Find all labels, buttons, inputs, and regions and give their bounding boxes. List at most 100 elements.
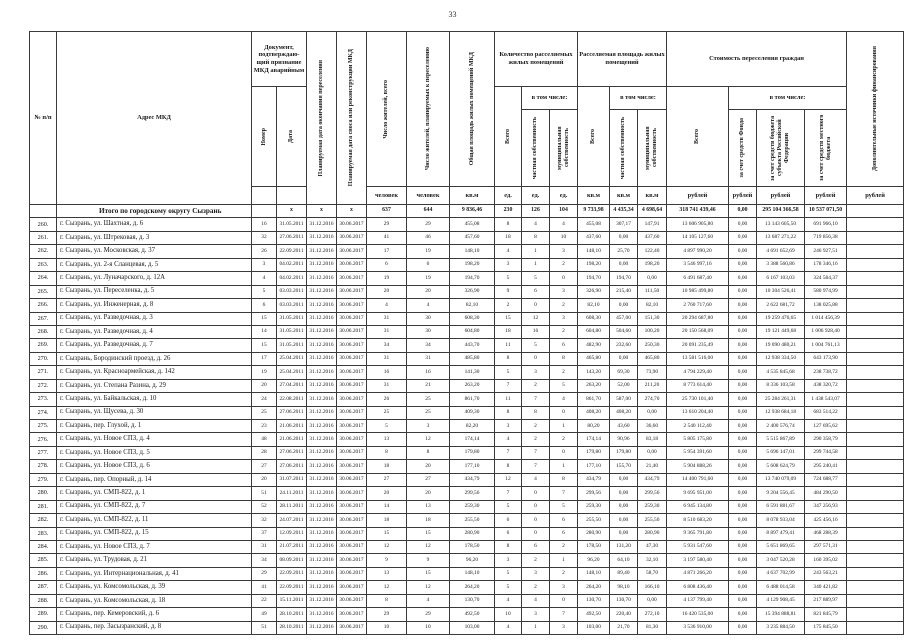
- cell-residents: 6: [366, 257, 407, 273]
- cell-area-total: 194,70: [577, 271, 610, 286]
- cell-num: 263.: [29, 257, 57, 273]
- cell-cost-subject: 6 167 103,03: [756, 271, 806, 286]
- cell-residents: 25: [366, 405, 407, 421]
- cell-units-municipal: 6: [549, 526, 578, 541]
- table-row: 289. г. Сызрань, пер. Кемеровский, д. 6 49…: [29, 607, 905, 622]
- cell-cost-subject: 9 204 556,45: [756, 486, 806, 501]
- cell-resettle-date: 31.12.2016: [306, 244, 337, 259]
- cell-resettle-date: 31.12.2016: [306, 217, 337, 232]
- cell-num: 283.: [29, 526, 57, 541]
- cell-cost-total: 3 546 997,16: [666, 257, 730, 273]
- cell-units-total: 5: [494, 566, 522, 582]
- cell-residents-planned: 12: [406, 580, 450, 595]
- cell-residents-planned: 29: [406, 217, 450, 232]
- cell-total-area: 82,20: [449, 418, 495, 434]
- cell-num: [29, 203, 57, 219]
- cell-address: г. Сызрань, ул. Новое СПЗ, д. 6: [56, 459, 252, 474]
- cell-units-total: 11: [494, 338, 522, 353]
- cell-area-total: 299,56: [577, 486, 610, 501]
- cell-units-total: 8: [494, 405, 522, 421]
- table-row: 274. г. Сызрань, ул. Щусева, д. 30 25 27.06…: [29, 405, 905, 421]
- cell-extra-sources: [846, 324, 905, 340]
- header-cost-fund: за счет средств Фонда: [728, 109, 758, 187]
- cell-units-total: 18: [494, 230, 522, 246]
- cell-doc-date: 31.05.2011: [276, 311, 307, 326]
- cell-resettle-date: 31.12.2016: [306, 499, 337, 515]
- cell-area-private: 130,70: [609, 593, 638, 609]
- cell-residents: 17: [366, 244, 407, 259]
- unit-cost-local: рублей: [804, 186, 848, 205]
- cell-address: г. Сызрань, ул. Луначарского, д. 12А: [56, 271, 252, 286]
- cell-cost-subject: 4 535 845,68: [756, 365, 806, 380]
- cell-num: 282.: [29, 513, 57, 528]
- cell-units-private: 4: [521, 472, 550, 488]
- cell-units-private: 4: [521, 217, 550, 232]
- cell-area-total: 455,08: [577, 217, 610, 232]
- cell-total-area: 263,20: [449, 378, 495, 394]
- cell-demolition-date: 30.06.2017: [336, 566, 367, 582]
- cell-units-municipal: 2: [549, 566, 578, 582]
- cell-total-area: 178,50: [449, 539, 495, 555]
- cell-doc-number: 5: [251, 284, 277, 300]
- cell-units-municipal: 7: [549, 486, 578, 501]
- cell-cost-fund: 0,00: [728, 298, 758, 313]
- cell-extra-sources: [846, 472, 905, 488]
- cell-residents: 18: [366, 459, 407, 474]
- table-row: 273. г. Сызрань, ул. Байкальская, д. 10 24…: [29, 392, 905, 407]
- cell-residents-planned: 15: [406, 526, 450, 541]
- cell-residents: 13: [366, 566, 407, 582]
- cell-demolition-date: 30.06.2017: [336, 526, 367, 541]
- cell-cost-fund: 0,00: [728, 539, 758, 555]
- cell-cost-total: 13 610 204,40: [666, 405, 730, 421]
- cell-demolition-date: 30.06.2017: [336, 244, 367, 259]
- cell-units-private: 5: [521, 271, 550, 286]
- cell-units-total: 7: [494, 486, 522, 501]
- cell-resettle-date: 31.12.2016: [306, 432, 337, 447]
- cell-total-area: 9 836,46: [449, 203, 495, 219]
- table-row: 286. г. Сызрань, ул. Интернациональная, д…: [29, 566, 905, 582]
- cell-residents: 34: [366, 338, 407, 353]
- cell-total-area: 604,80: [449, 324, 495, 340]
- header-units-incl: в том числе:: [521, 86, 578, 110]
- cell-resettle-date: 31.12.2016: [306, 472, 337, 488]
- table-row: 275. г. Сызрань, пер. Глухой, д. 1 23 21.06…: [29, 418, 905, 434]
- cell-extra-sources: [846, 553, 905, 568]
- cell-total-area: 177,10: [449, 459, 495, 474]
- cell-extra-sources: [846, 418, 905, 434]
- cell-area-municipal: 0,00: [636, 271, 668, 286]
- table-body: Итого по городскому округу Сызрань х х х 637…: [29, 203, 905, 636]
- cell-residents-planned: 8: [406, 445, 450, 461]
- cell-total-area: 264,20: [449, 580, 495, 595]
- cell-units-private: 16: [521, 324, 550, 340]
- cell-residents: 8: [366, 445, 407, 461]
- cell-residents: 20: [366, 284, 407, 300]
- cell-total-area: 82,10: [449, 298, 495, 313]
- header-cost-incl: в том числе:: [728, 86, 848, 110]
- cell-num: 262.: [29, 244, 57, 259]
- table-row: 288. г. Сызрань, ул. Комсомольская, д. 18…: [29, 593, 905, 609]
- cell-resettle-date: 31.12.2016: [306, 271, 337, 286]
- cell-resettle-date: 31.12.2016: [306, 513, 337, 528]
- cell-cost-total: 20 150 568,09: [666, 324, 730, 340]
- cell-address: г. Сызрань, пер. Кемеровский, д. 6: [56, 607, 252, 622]
- cell-cost-subject: 19 090 480,21: [756, 338, 806, 353]
- cell-units-total: 9: [494, 284, 522, 300]
- cell-doc-number: 52: [251, 499, 277, 515]
- cell-extra-sources: [846, 311, 905, 326]
- cell-area-private: 25,70: [609, 244, 638, 259]
- cell-resettle-date: 31.12.2016: [306, 324, 337, 340]
- cell-address: г. Сызрань, ул. 2-я Сланцевая, д. 5: [56, 257, 252, 273]
- cell-units-private: 2: [521, 418, 550, 434]
- cell-units-municipal: 7: [549, 607, 578, 622]
- cell-area-total: 465,80: [577, 351, 610, 367]
- cell-area-total: 492,50: [577, 607, 610, 622]
- cell-doc-date: 25.04.2011: [276, 365, 307, 380]
- cell-doc-number: 15: [251, 311, 277, 326]
- cell-area-municipal: 0,00: [636, 405, 668, 421]
- cell-cost-fund: 0,00: [728, 244, 758, 259]
- cell-cost-subject: 25 284 261,31: [756, 392, 806, 407]
- cell-units-private: 12: [521, 311, 550, 326]
- cell-area-municipal: 81,30: [636, 620, 668, 636]
- cell-cost-subject: 15 394 888,81: [756, 607, 806, 622]
- cell-residents-planned: 16: [406, 365, 450, 380]
